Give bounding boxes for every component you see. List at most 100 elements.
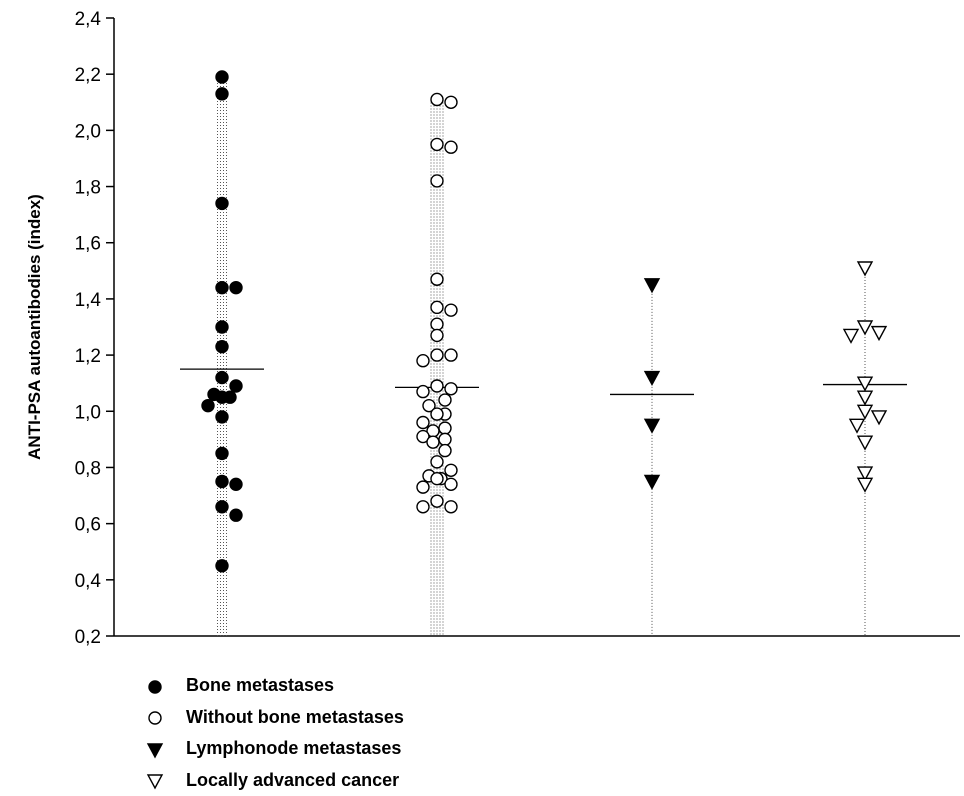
open-triangle-point (856, 435, 874, 451)
filled-circle-point (215, 280, 229, 295)
legend-marker-icon (148, 711, 162, 725)
legend-item: Bone metastases (140, 670, 404, 702)
data-points (201, 70, 888, 573)
filled-circle-point (215, 446, 229, 461)
mean-lines (180, 368, 907, 396)
open-circle-point (430, 348, 444, 362)
filled-triangle-point (146, 743, 164, 759)
open-circle-point (430, 455, 444, 469)
open-circle-point (430, 174, 444, 188)
open-circle-point (438, 432, 452, 447)
open-circle-point (438, 421, 452, 435)
open-circle-point (438, 393, 452, 407)
y-tick-label: 1,2 (75, 346, 101, 367)
y-tick-label: 1,4 (75, 290, 102, 311)
y-tick-label: 2,4 (75, 9, 102, 30)
legend-label: Locally advanced cancer (186, 769, 400, 790)
open-circle-point (430, 471, 444, 486)
open-circle-point (430, 379, 444, 393)
open-circle-point (444, 477, 458, 492)
open-circle-point (416, 354, 430, 368)
filled-circle-point (215, 390, 229, 404)
legend-marker-icon (148, 680, 162, 694)
open-circle-point (444, 140, 458, 154)
open-triangle-point (856, 320, 874, 336)
filled-circle-point (215, 410, 229, 424)
legend: Bone metastases Without bone metastases Ly… (140, 670, 404, 796)
filled-triangle-point (643, 474, 661, 490)
open-circle-point (444, 500, 458, 514)
open-circle-point (416, 384, 430, 399)
y-tick-label: 0,4 (75, 571, 102, 592)
open-circle-point (444, 95, 458, 109)
filled-triangle-point (643, 278, 661, 294)
filled-circle-point (148, 680, 162, 694)
y-tick-label: 2,2 (75, 65, 101, 86)
y-tick-label: 0,2 (75, 627, 101, 648)
open-triangle-point (856, 390, 874, 406)
filled-circle-point (215, 70, 229, 84)
filled-triangle-point (643, 370, 661, 387)
open-circle-point (430, 92, 444, 107)
y-tick-label: 0,6 (75, 515, 101, 536)
open-circle-point (444, 303, 458, 317)
legend-item: Locally advanced cancer (140, 765, 404, 796)
legend-label: Bone metastases (186, 675, 335, 696)
y-tick-label: 1,0 (75, 402, 101, 423)
open-circle-point (416, 415, 430, 430)
open-circle-point (426, 435, 440, 449)
legend-marker-icon (146, 743, 164, 759)
scatter-chart: 0,2 0,4 0,6 0,8 1,0 1,2 1,4 1,6 1,8 2,0 2,2 2,4 ANT… (25, 9, 960, 648)
filled-circle-point (215, 500, 229, 514)
y-tick-label: 1,6 (75, 234, 101, 255)
open-circle-point (430, 407, 444, 421)
open-triangle-point (856, 477, 874, 493)
open-circle-point (438, 443, 452, 458)
open-circle-point (430, 137, 444, 152)
y-axis-title: ANTI-PSA autoantibodies (index) (25, 194, 44, 460)
open-triangle-point (856, 404, 874, 420)
open-circle-point (416, 429, 430, 444)
open-triangle-point (870, 325, 888, 342)
filled-circle-point (229, 477, 243, 492)
y-tick-label: 2,0 (75, 121, 101, 142)
open-circle-point (430, 300, 444, 315)
legend-item: Lymphonode metastases (140, 733, 404, 765)
open-circle-point (430, 272, 444, 286)
legend-marker-icon (146, 774, 164, 790)
open-triangle-point (146, 774, 164, 790)
filled-circle-point (215, 559, 229, 573)
filled-circle-point (201, 398, 215, 413)
open-circle-point (430, 317, 444, 331)
filled-circle-point (229, 379, 243, 393)
open-triangle-point (856, 261, 874, 277)
open-circle-point (422, 398, 436, 413)
open-circle-point (444, 463, 458, 477)
legend-item: Without bone metastases (140, 702, 404, 734)
legend-label: Without bone metastases (186, 706, 404, 727)
open-circle-point (430, 328, 444, 343)
open-triangle-point (856, 376, 874, 392)
filled-circle-point (215, 196, 229, 211)
filled-circle-point (229, 508, 243, 522)
axes: 0,2 0,4 0,6 0,8 1,0 1,2 1,4 1,6 1,8 2,0 2,2 2,4 (75, 9, 960, 648)
y-tick-label: 0,8 (75, 458, 101, 479)
filled-circle-point (215, 370, 229, 385)
open-circle-point (444, 382, 458, 396)
open-triangle-point (842, 328, 860, 344)
filled-circle-point (215, 87, 229, 101)
open-circle-point (416, 480, 430, 494)
group-stems (217, 76, 866, 636)
open-circle-point (148, 711, 162, 725)
open-triangle-point (856, 466, 874, 482)
open-circle-point (444, 348, 458, 362)
filled-circle-point (215, 474, 229, 489)
open-circle-point (430, 494, 444, 508)
filled-circle-point (215, 339, 229, 354)
open-triangle-point (870, 410, 888, 426)
filled-triangle-point (643, 418, 661, 434)
y-tick-label: 1,8 (75, 178, 101, 199)
open-circle-point (416, 500, 430, 514)
open-triangle-point (848, 418, 866, 434)
filled-circle-point (229, 280, 243, 295)
